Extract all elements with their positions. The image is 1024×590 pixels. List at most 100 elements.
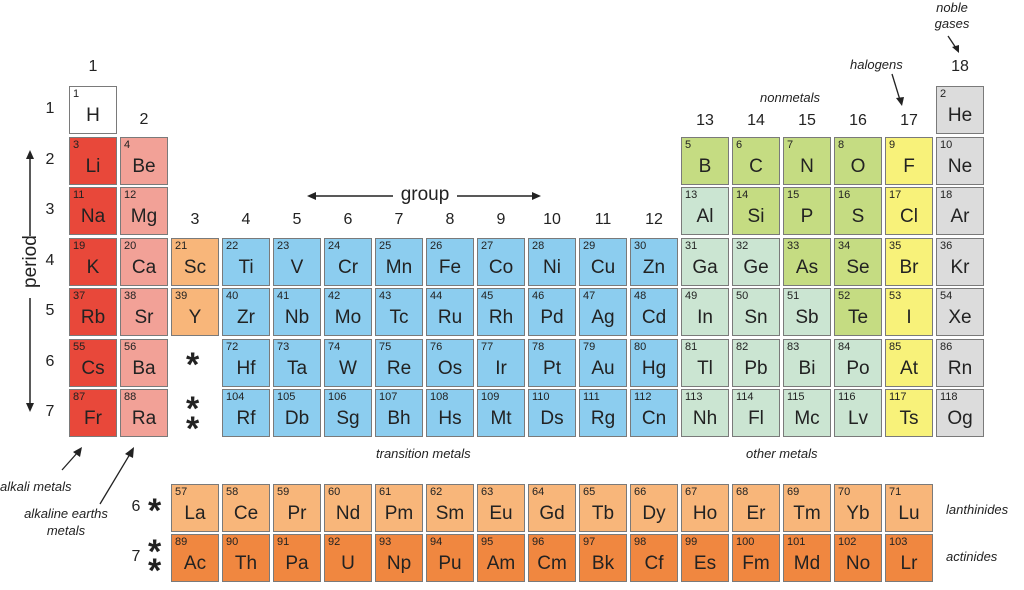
element-ar: 18 Ar (936, 187, 984, 235)
atomic-number: 82 (736, 341, 749, 353)
period-number-5: 5 (45, 302, 55, 319)
atomic-number: 86 (940, 341, 953, 353)
noble-gases-label: noble gases (934, 0, 970, 31)
element-symbol: Ca (131, 257, 157, 278)
atomic-number: 105 (277, 391, 296, 403)
atomic-number: 62 (430, 486, 443, 498)
atomic-number: 67 (685, 486, 698, 498)
element-eu: 63 Eu (477, 484, 525, 532)
alkali-arrow (61, 447, 82, 471)
element-symbol: As (795, 257, 819, 278)
element-symbol: Gd (539, 503, 565, 524)
element-sm: 62 Sm (426, 484, 474, 532)
element-li: 3 Li (69, 137, 117, 185)
group-number-4: 4 (241, 211, 251, 228)
element-symbol: U (341, 553, 355, 574)
atomic-number: 94 (430, 536, 443, 548)
element-am: 95 Am (477, 534, 525, 582)
atomic-number: 83 (787, 341, 800, 353)
atomic-number: 38 (124, 290, 137, 302)
atomic-number: 30 (634, 240, 647, 252)
atomic-number: 84 (838, 341, 851, 353)
group-number-6: 6 (343, 211, 353, 228)
element-fr: 87 Fr (69, 389, 117, 437)
group-number-3: 3 (190, 211, 200, 228)
atomic-number: 12 (124, 189, 137, 201)
group-number-1: 1 (88, 58, 98, 75)
element-symbol: Kr (950, 257, 970, 278)
element-symbol: I (906, 307, 912, 328)
element-symbol: F (903, 156, 915, 177)
atomic-number: 80 (634, 341, 647, 353)
element-symbol: Tb (591, 503, 615, 524)
alkaline-earths-label: alkaline earths metals (24, 506, 108, 538)
atomic-number: 31 (685, 240, 698, 252)
element-og: 118 Og (936, 389, 984, 437)
element-symbol: Mn (385, 257, 413, 278)
period-number-4: 4 (45, 252, 55, 269)
element-ce: 58 Ce (222, 484, 270, 532)
element-symbol: Cr (337, 257, 359, 278)
element-lu: 71 Lu (885, 484, 933, 532)
element-mn: 25 Mn (375, 238, 423, 286)
atomic-number: 59 (277, 486, 290, 498)
atomic-number: 104 (226, 391, 245, 403)
atomic-number: 64 (532, 486, 545, 498)
group-number-12: 12 (645, 211, 663, 228)
other-metals-label: other metals (746, 446, 818, 461)
element-ge: 32 Ge (732, 238, 780, 286)
element-cf: 98 Cf (630, 534, 678, 582)
element-pb: 82 Pb (732, 339, 780, 387)
element-symbol: Np (386, 553, 412, 574)
element-symbol: Ga (692, 257, 718, 278)
element-symbol: In (697, 307, 713, 328)
atomic-number: 81 (685, 341, 698, 353)
element-symbol: Fe (438, 257, 462, 278)
element-symbol: Sn (744, 307, 768, 328)
group-number-7: 7 (394, 211, 404, 228)
element-pm: 61 Pm (375, 484, 423, 532)
atomic-number: 50 (736, 290, 749, 302)
element-symbol: Db (284, 408, 310, 429)
atomic-number: 26 (430, 240, 443, 252)
element-symbol: Mt (490, 408, 512, 429)
atomic-number: 89 (175, 536, 188, 548)
element-cs: 55 Cs (69, 339, 117, 387)
element-s: 16 S (834, 187, 882, 235)
element-zn: 30 Zn (630, 238, 678, 286)
element-fl: 114 Fl (732, 389, 780, 437)
element-symbol: Rn (947, 358, 973, 379)
element-symbol: Ge (743, 257, 769, 278)
element-symbol: Fl (748, 408, 764, 429)
element-symbol: Sc (183, 257, 207, 278)
element-yb: 70 Yb (834, 484, 882, 532)
element-symbol: Dy (642, 503, 666, 524)
atomic-number: 101 (787, 536, 806, 548)
f-period-number-7: 7 (131, 548, 141, 565)
atomic-number: 37 (73, 290, 86, 302)
element-symbol: Si (747, 206, 765, 227)
atomic-number: 34 (838, 240, 851, 252)
element-symbol: Au (591, 358, 615, 379)
element-ne: 10 Ne (936, 137, 984, 185)
element-symbol: Re (386, 358, 412, 379)
element-te: 52 Te (834, 288, 882, 336)
element-tb: 65 Tb (579, 484, 627, 532)
element-symbol: Tm (793, 503, 821, 524)
element-al: 13 Al (681, 187, 729, 235)
atomic-number: 46 (532, 290, 545, 302)
atomic-number: 4 (124, 139, 131, 151)
atomic-number: 19 (73, 240, 86, 252)
element-symbol: Co (488, 257, 514, 278)
atomic-number: 56 (124, 341, 137, 353)
element-symbol: Te (847, 307, 869, 328)
element-symbol: Zn (642, 257, 666, 278)
atomic-number: 16 (838, 189, 851, 201)
f-block-lanthanide-marker: * (148, 492, 162, 530)
element-cr: 24 Cr (324, 238, 372, 286)
atomic-number: 13 (685, 189, 698, 201)
element-symbol: Rb (80, 307, 106, 328)
element-symbol: Zr (237, 307, 255, 328)
element-symbol: Cu (590, 257, 616, 278)
